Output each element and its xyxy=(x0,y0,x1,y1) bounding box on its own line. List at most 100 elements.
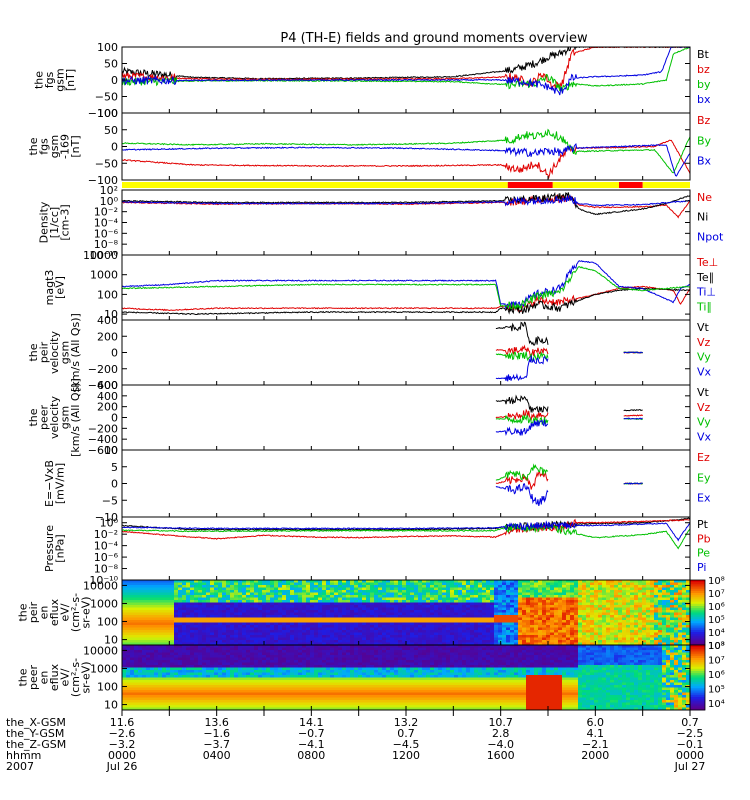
spectrogram-cell xyxy=(306,622,311,626)
spectrogram-cell xyxy=(178,677,183,681)
spectrogram-cell xyxy=(634,640,639,643)
spectrogram-cell xyxy=(510,627,515,631)
spectrogram-cell xyxy=(346,592,351,596)
spectrogram-cell xyxy=(222,620,227,623)
spectrogram-cell xyxy=(414,617,419,621)
y-axis-label-line: gsm xyxy=(48,135,61,158)
spectrogram-cell xyxy=(602,607,607,611)
spectrogram-cell xyxy=(686,582,690,586)
spectrogram-cell xyxy=(270,607,275,611)
spectrogram-cell xyxy=(290,592,295,596)
spectrogram-cell xyxy=(238,652,243,656)
spectrogram-cell xyxy=(350,620,355,623)
spectrogram-cell xyxy=(278,630,283,633)
spectrogram-cell xyxy=(150,597,155,601)
spectrogram-cell xyxy=(462,597,467,601)
spectrogram-cell xyxy=(342,610,347,613)
spectrogram-cell xyxy=(406,595,411,598)
spectrogram-cell xyxy=(366,615,371,618)
spectrogram-cell xyxy=(182,647,187,651)
spectrogram-cell xyxy=(438,582,443,586)
spectrogram-cell xyxy=(578,582,583,586)
spectrogram-cell xyxy=(554,610,559,613)
spectrogram-cell xyxy=(234,705,239,708)
spectrogram-cell xyxy=(286,637,291,641)
spectrogram-cell xyxy=(338,635,343,638)
spectrogram-cell xyxy=(418,622,423,626)
spectrogram-cell xyxy=(174,600,179,603)
spectrogram-cell xyxy=(390,585,395,588)
spectrogram-cell xyxy=(146,697,151,701)
spectrogram-cell xyxy=(674,592,679,596)
spectrogram-cell xyxy=(494,587,499,591)
spectrogram-cell xyxy=(410,605,415,608)
spectrogram-cell xyxy=(598,612,603,616)
spectrogram-cell xyxy=(634,627,639,631)
spectrogram-cell xyxy=(450,627,455,631)
spectrogram-cell xyxy=(614,642,619,645)
spectrogram-cell xyxy=(522,635,527,638)
spectrogram-cell xyxy=(454,625,459,628)
spectrogram-cell xyxy=(250,580,255,583)
spectrogram-cell xyxy=(278,602,283,606)
spectrogram-cell xyxy=(638,605,643,608)
spectrogram-cell xyxy=(366,620,371,623)
spectrogram-cell xyxy=(266,610,271,613)
spectrogram-cell xyxy=(650,622,655,626)
spectrogram-cell xyxy=(442,637,447,641)
spectrogram-cell xyxy=(254,605,259,608)
spectrogram-cell xyxy=(154,600,159,603)
y-tick-label: 10⁰ xyxy=(100,195,119,208)
spectrogram-cell xyxy=(262,590,267,593)
spectrogram-cell xyxy=(174,680,179,683)
spectrogram-cell xyxy=(510,602,515,606)
spectrogram-cell xyxy=(658,580,663,583)
spectrogram-cell xyxy=(138,630,143,633)
spectrogram-cell xyxy=(350,607,355,611)
spectrogram-cell xyxy=(434,627,439,631)
spectrogram-cell xyxy=(230,692,235,696)
colorbar-label: 10⁸ xyxy=(708,576,725,587)
spectrogram-cell xyxy=(182,600,187,603)
spectrogram-cell xyxy=(230,685,235,688)
y-tick-label: 10⁻¹⁰ xyxy=(89,249,118,262)
spectrogram-cell xyxy=(122,580,127,583)
spectrogram-cell xyxy=(374,600,379,603)
spectrogram-cell xyxy=(294,642,299,645)
spectrogram-cell xyxy=(314,590,319,593)
spectrogram-cell xyxy=(446,640,451,643)
spectrogram-cell xyxy=(418,612,423,616)
spectrogram-cell xyxy=(266,637,271,641)
spectrogram-cell xyxy=(494,602,499,606)
spectrogram-cell xyxy=(198,667,203,671)
spectrogram-cell xyxy=(214,645,219,648)
spectrogram-cell xyxy=(434,600,439,603)
spectrogram-cell xyxy=(206,677,211,681)
spectrogram-cell xyxy=(154,680,159,683)
spectrogram-cell xyxy=(210,600,215,603)
spectrogram-cell xyxy=(566,605,571,608)
spectrogram-cell xyxy=(278,642,283,645)
spectrogram-cell xyxy=(606,580,611,583)
spectrogram-cell xyxy=(414,620,419,623)
spectrogram-cell xyxy=(230,645,235,648)
spectrogram-cell xyxy=(586,612,591,616)
spectrogram-cell xyxy=(622,635,627,638)
spectrogram-cell xyxy=(214,655,219,658)
spectrogram-cell xyxy=(210,580,215,583)
spectrogram-cell xyxy=(570,615,575,618)
spectrogram-cell xyxy=(234,642,239,645)
spectrogram-cell xyxy=(454,640,459,643)
y-tick-label: 400 xyxy=(97,390,118,403)
spectrogram-cell xyxy=(130,677,135,681)
spectrogram-cell xyxy=(170,642,175,645)
spectrogram-cell xyxy=(174,592,179,596)
spectrogram-cell xyxy=(422,582,427,586)
spectrogram-cell xyxy=(166,580,171,583)
spectrogram-cell xyxy=(622,632,627,636)
y-tick-label: 100 xyxy=(97,616,118,629)
spectrogram-cell xyxy=(454,612,459,616)
spectrogram-cell xyxy=(538,640,543,643)
spectrogram-cell xyxy=(242,665,247,668)
legend-label-Ne: Ne xyxy=(697,191,712,204)
